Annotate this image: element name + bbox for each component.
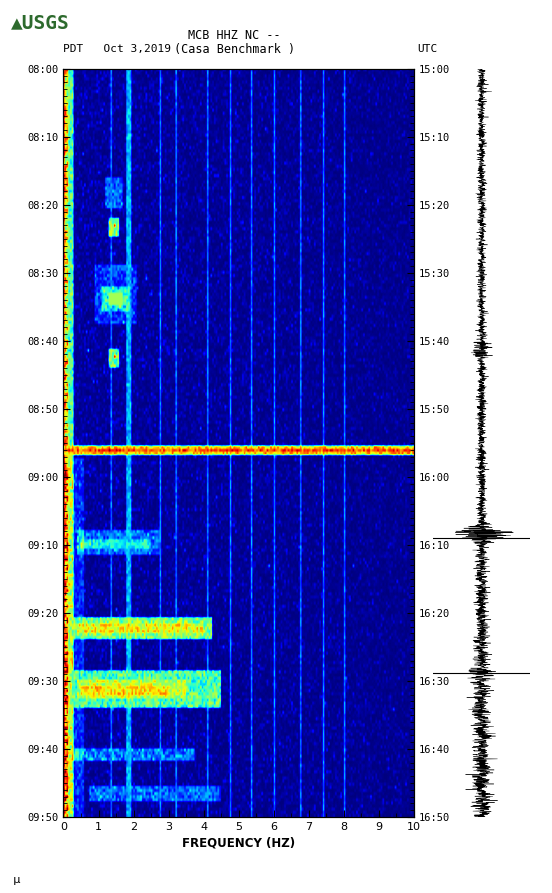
Text: (Casa Benchmark ): (Casa Benchmark ) (174, 43, 295, 55)
Text: MCB HHZ NC --: MCB HHZ NC -- (188, 29, 281, 42)
Text: ▲USGS: ▲USGS (11, 13, 70, 32)
Text: μ: μ (11, 874, 20, 885)
Text: PDT   Oct 3,2019: PDT Oct 3,2019 (63, 44, 172, 54)
X-axis label: FREQUENCY (HZ): FREQUENCY (HZ) (182, 836, 295, 849)
Text: UTC: UTC (417, 44, 437, 54)
